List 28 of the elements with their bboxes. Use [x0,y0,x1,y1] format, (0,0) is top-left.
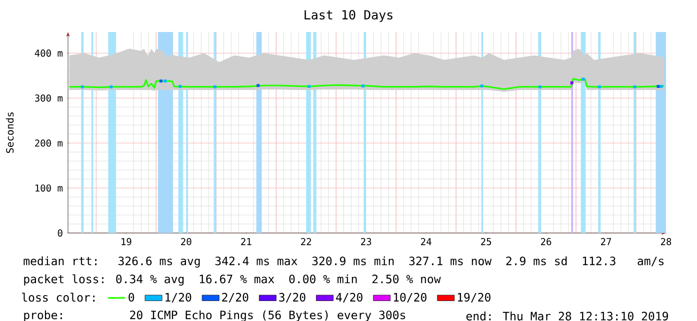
legend-label: 10/20 [394,292,426,303]
y-tick-label: 100 m [36,184,63,192]
x-tick-label: 26 [541,238,552,246]
legend-label: 19/20 [458,292,490,303]
legend-label: 1/20 [166,292,192,303]
text: median rtt: 326.6 ms avg 342.4 ms max 320.9 ms min 327.1 ms now 2.9 ms sd 112.3 am/s [24,256,664,268]
y-axis-title: Seconds [6,112,14,153]
x-tick-label: 25 [481,238,492,246]
legend-label: 3/20 [279,292,306,303]
legend-label: 0 [128,292,134,302]
x-tick-label: 23 [361,238,372,246]
y-tick-label: 300 m [35,94,63,102]
y-tick-label: 200 m [35,139,63,147]
legend-label: 2/20 [222,292,248,303]
x-tick-label: 24 [421,238,432,246]
x-tick-label: 20 [181,238,192,246]
x-tick-label: 28 [660,238,672,246]
chart-title: Last 10 Days [304,10,392,22]
x-tick-label: 19 [122,238,132,246]
legend-title: loss color: [22,292,95,302]
x-tick-label: 27 [601,238,612,246]
x-tick-label: 22 [301,238,312,246]
x-tick-label: 21 [241,238,252,246]
y-tick-label: 400 m [34,50,63,57]
text: packet loss: 0.34 % avg 16.67 % max 0.00 % min 2.50 % now [24,274,441,286]
text: end: Thu Mar 28 12:13:10 2019 [466,312,668,320]
legend-label: 4/20 [336,292,362,303]
y-tick-label: 0 [58,229,62,237]
